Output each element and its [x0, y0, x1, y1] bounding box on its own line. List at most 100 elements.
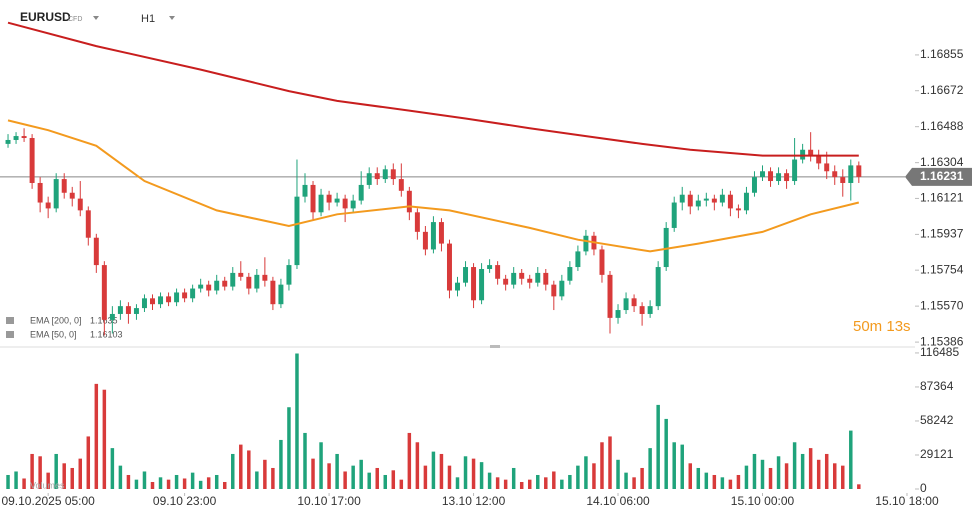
instrument-type: CFD	[68, 16, 82, 23]
candle-body	[69, 192, 75, 199]
volume-bar	[38, 456, 42, 489]
candle-body	[13, 136, 19, 140]
candle-body	[374, 173, 380, 180]
volume-bar	[303, 432, 307, 489]
volume-bar	[311, 458, 315, 489]
volume-bar	[511, 467, 516, 489]
indicator-legend: EMA [200, 0] 1.1635 EMA [50, 0] 1.16103	[6, 315, 123, 339]
x-tick-label: 09.10.2025 05:00	[1, 494, 95, 508]
candle-body	[735, 208, 741, 211]
volume-bar	[656, 404, 660, 489]
volume-bar	[335, 453, 339, 489]
volume-bar	[423, 465, 428, 489]
candle-body	[623, 298, 629, 311]
candle-body	[390, 169, 396, 180]
candle-body	[631, 298, 637, 307]
volume-bar	[110, 448, 115, 489]
candle-body	[326, 194, 332, 203]
volume-bar	[800, 453, 805, 489]
candle-body	[222, 280, 228, 287]
legend-icon	[6, 331, 14, 338]
candle-body	[61, 179, 67, 193]
volume-bar	[174, 474, 179, 489]
symbol[interactable]: EURUSD	[20, 10, 71, 24]
candle-body	[679, 194, 685, 203]
candle-body	[125, 306, 131, 314]
candle-body	[543, 272, 549, 285]
volume-bar	[118, 465, 123, 489]
candle-body	[776, 173, 782, 182]
candle-body	[414, 212, 420, 232]
candle-body	[711, 198, 717, 203]
candle-body	[286, 265, 292, 285]
volume-bar	[495, 477, 500, 489]
candle-body	[760, 171, 765, 178]
volume-bar	[752, 453, 757, 489]
candle-body	[551, 284, 557, 297]
candle-body	[567, 267, 573, 281]
volume-bar	[214, 474, 219, 489]
panel-resize-handle[interactable]	[490, 345, 500, 348]
volume-bar	[728, 479, 733, 489]
candle-body	[93, 237, 99, 266]
candle-body	[141, 298, 147, 309]
candle-body	[406, 190, 412, 213]
volume-bar	[552, 471, 556, 489]
volume-bar	[527, 479, 532, 489]
volume-tick-label: 87364	[920, 379, 954, 393]
candle-timer: 50m 13s	[853, 318, 911, 335]
volume-bar	[455, 477, 460, 489]
volume-bar	[841, 465, 845, 489]
volume-bar	[672, 442, 676, 489]
candle-body	[182, 292, 188, 299]
candle-body	[262, 274, 268, 281]
volume-bar	[6, 474, 10, 489]
volume-bar	[544, 477, 548, 489]
timeframe[interactable]: H1	[141, 13, 155, 25]
candle-body	[270, 280, 276, 305]
candle-body	[117, 306, 123, 314]
candle-body	[840, 177, 846, 183]
volume-bar	[231, 453, 235, 489]
candle-body	[503, 278, 509, 285]
candle-body	[350, 200, 356, 209]
legend-value: 1.16103	[90, 329, 123, 339]
x-tick-label: 10.10 17:00	[297, 494, 361, 508]
candle-body	[559, 280, 565, 297]
timeframe-dropdown[interactable]	[169, 16, 175, 20]
volume-bar	[190, 472, 195, 489]
candle-body	[719, 194, 725, 203]
volume-bar	[46, 472, 50, 489]
volume-bar	[319, 442, 323, 489]
candle-body	[109, 313, 115, 320]
candle-body	[53, 179, 59, 209]
volume-bar	[14, 471, 18, 489]
volume-bar	[415, 442, 420, 489]
legend-icon	[6, 317, 14, 324]
candle-body	[463, 267, 469, 283]
volume-bar	[824, 453, 829, 489]
candle-body	[446, 243, 452, 291]
candle-body	[382, 169, 388, 180]
candle-body	[695, 200, 701, 207]
candle-body	[294, 196, 300, 266]
volume-bar	[239, 444, 243, 489]
volume-bar	[198, 480, 203, 489]
volume-bar	[696, 467, 701, 489]
volume-bar	[86, 436, 91, 489]
volume-bar	[832, 463, 837, 489]
volume-bar	[712, 474, 717, 489]
volume-bar	[792, 442, 797, 489]
volume-bar	[134, 479, 139, 489]
volume-bar	[816, 459, 821, 489]
volume-bar	[78, 458, 83, 489]
volume-bar	[54, 453, 58, 489]
volume-bar	[142, 471, 147, 489]
symbol-dropdown[interactable]	[93, 16, 99, 20]
volume-bar	[568, 474, 572, 489]
y-tick-label: 1.15570	[920, 298, 964, 312]
candle-body	[471, 267, 477, 301]
volume-bar	[247, 450, 251, 489]
volume-bar	[519, 481, 524, 489]
